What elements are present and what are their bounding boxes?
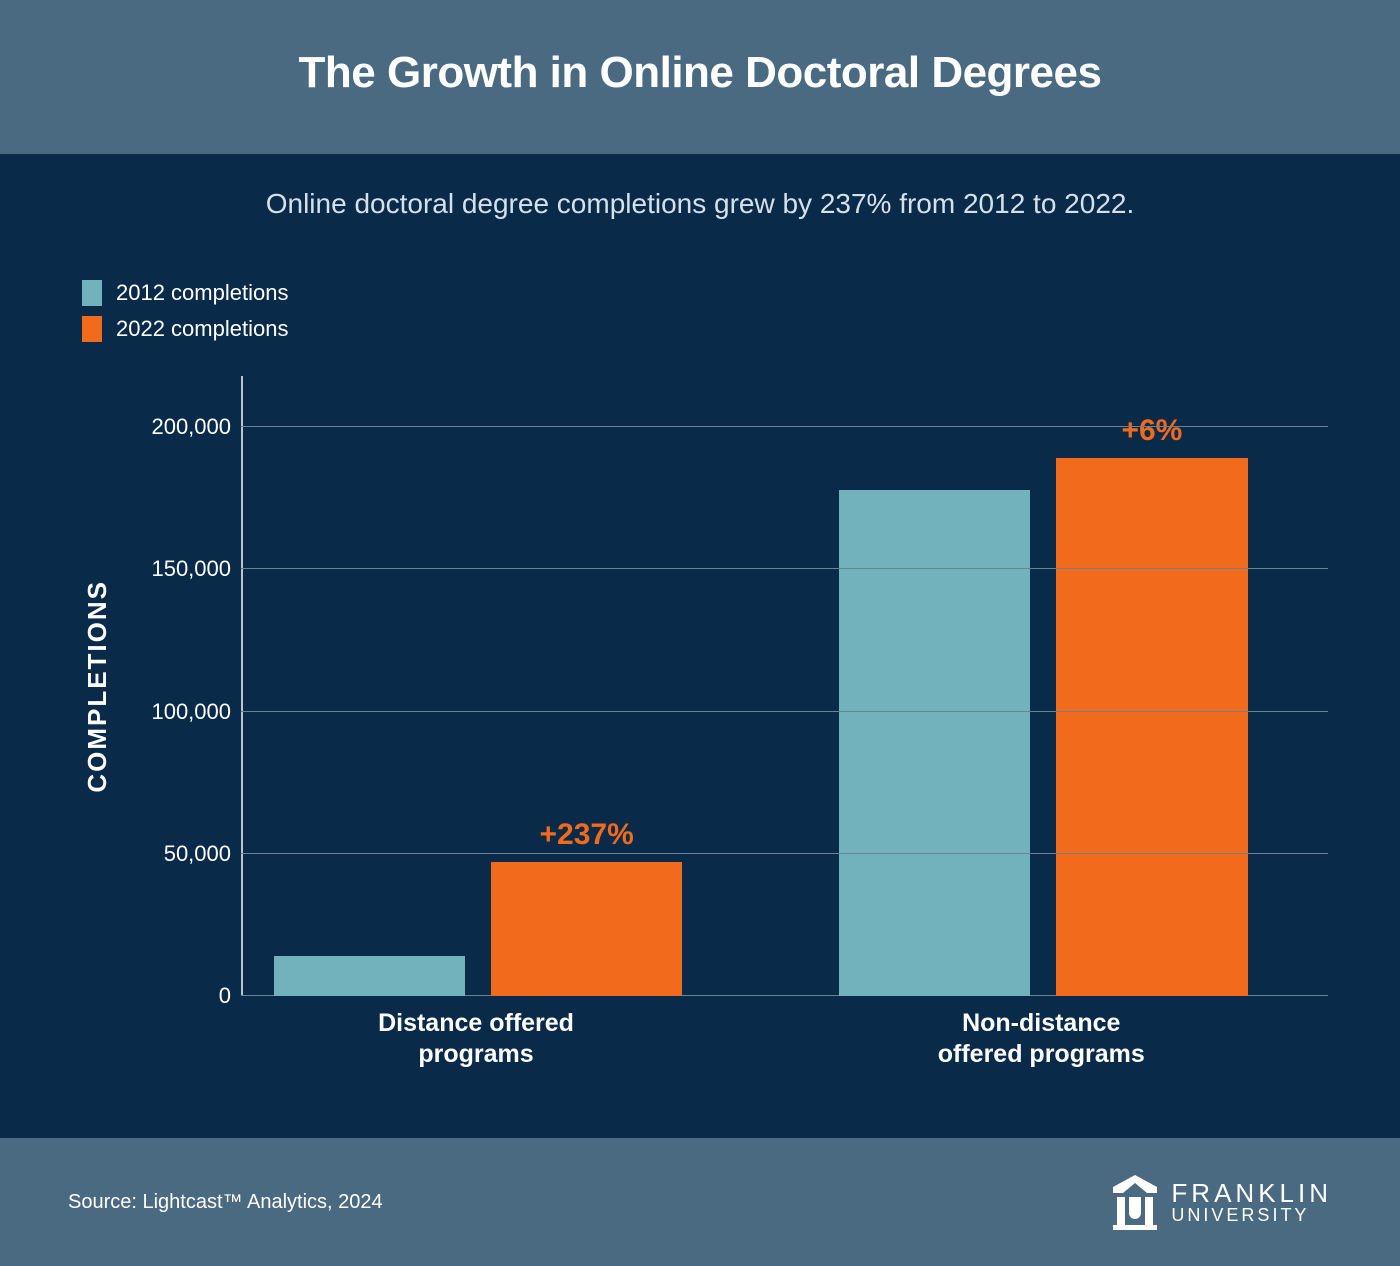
infographic-root: The Growth in Online Doctoral Degrees On…	[0, 0, 1400, 1266]
source-citation: Source: Lightcast™ Analytics, 2024	[68, 1191, 383, 1214]
x-axis-labels: Distance offeredprograms Non-distanceoffe…	[226, 1008, 1328, 1078]
bar	[839, 490, 1030, 996]
bar	[491, 862, 682, 996]
y-tick-label: 0	[121, 983, 231, 1009]
chart-subtitle: Online doctoral degree completions grew …	[72, 188, 1328, 220]
bar-group: +237%	[274, 376, 709, 996]
y-tick-label: 100,000	[121, 699, 231, 725]
y-tick-label: 200,000	[121, 414, 231, 440]
page-title: The Growth in Online Doctoral Degrees	[20, 48, 1380, 98]
y-tick-label: 50,000	[121, 841, 231, 867]
bar	[1056, 458, 1247, 996]
legend-item: 2022 completions	[82, 316, 1328, 342]
legend-label: 2022 completions	[116, 316, 288, 342]
chart-body: Online doctoral degree completions grew …	[0, 154, 1400, 1138]
x-axis-label: Distance offeredprograms	[259, 1008, 694, 1071]
y-tick-label: 150,000	[121, 556, 231, 582]
legend-swatch	[82, 316, 102, 342]
y-axis-ticks: 050,000100,000150,000200,000	[121, 376, 241, 996]
logo-text-top: FRANKLIN	[1171, 1180, 1332, 1206]
grid-line	[241, 568, 1328, 569]
legend-label: 2012 completions	[116, 280, 288, 306]
percent-change-label: +6%	[1056, 414, 1247, 448]
legend: 2012 completions 2022 completions	[82, 280, 1328, 342]
chart: COMPLETIONS 050,000100,000150,000200,000…	[82, 376, 1328, 996]
bars-layer: +237% +6%	[241, 376, 1328, 996]
franklin-logo-icon	[1109, 1173, 1161, 1231]
y-axis-title: COMPLETIONS	[82, 580, 113, 793]
bar	[274, 956, 465, 996]
title-band: The Growth in Online Doctoral Degrees	[0, 0, 1400, 154]
percent-change-label: +237%	[491, 818, 682, 852]
franklin-logo: FRANKLIN UNIVERSITY	[1109, 1173, 1332, 1231]
grid-line	[241, 853, 1328, 854]
bar-group: +6%	[839, 376, 1274, 996]
legend-item: 2012 completions	[82, 280, 1328, 306]
logo-text-bottom: UNIVERSITY	[1171, 1206, 1332, 1224]
footer-band: Source: Lightcast™ Analytics, 2024 FRANK…	[0, 1138, 1400, 1266]
x-axis-label: Non-distanceoffered programs	[824, 1008, 1259, 1071]
plot-area: +237% +6%	[241, 376, 1328, 996]
franklin-logo-text: FRANKLIN UNIVERSITY	[1171, 1180, 1332, 1224]
grid-line	[241, 711, 1328, 712]
legend-swatch	[82, 280, 102, 306]
grid-line	[241, 426, 1328, 427]
